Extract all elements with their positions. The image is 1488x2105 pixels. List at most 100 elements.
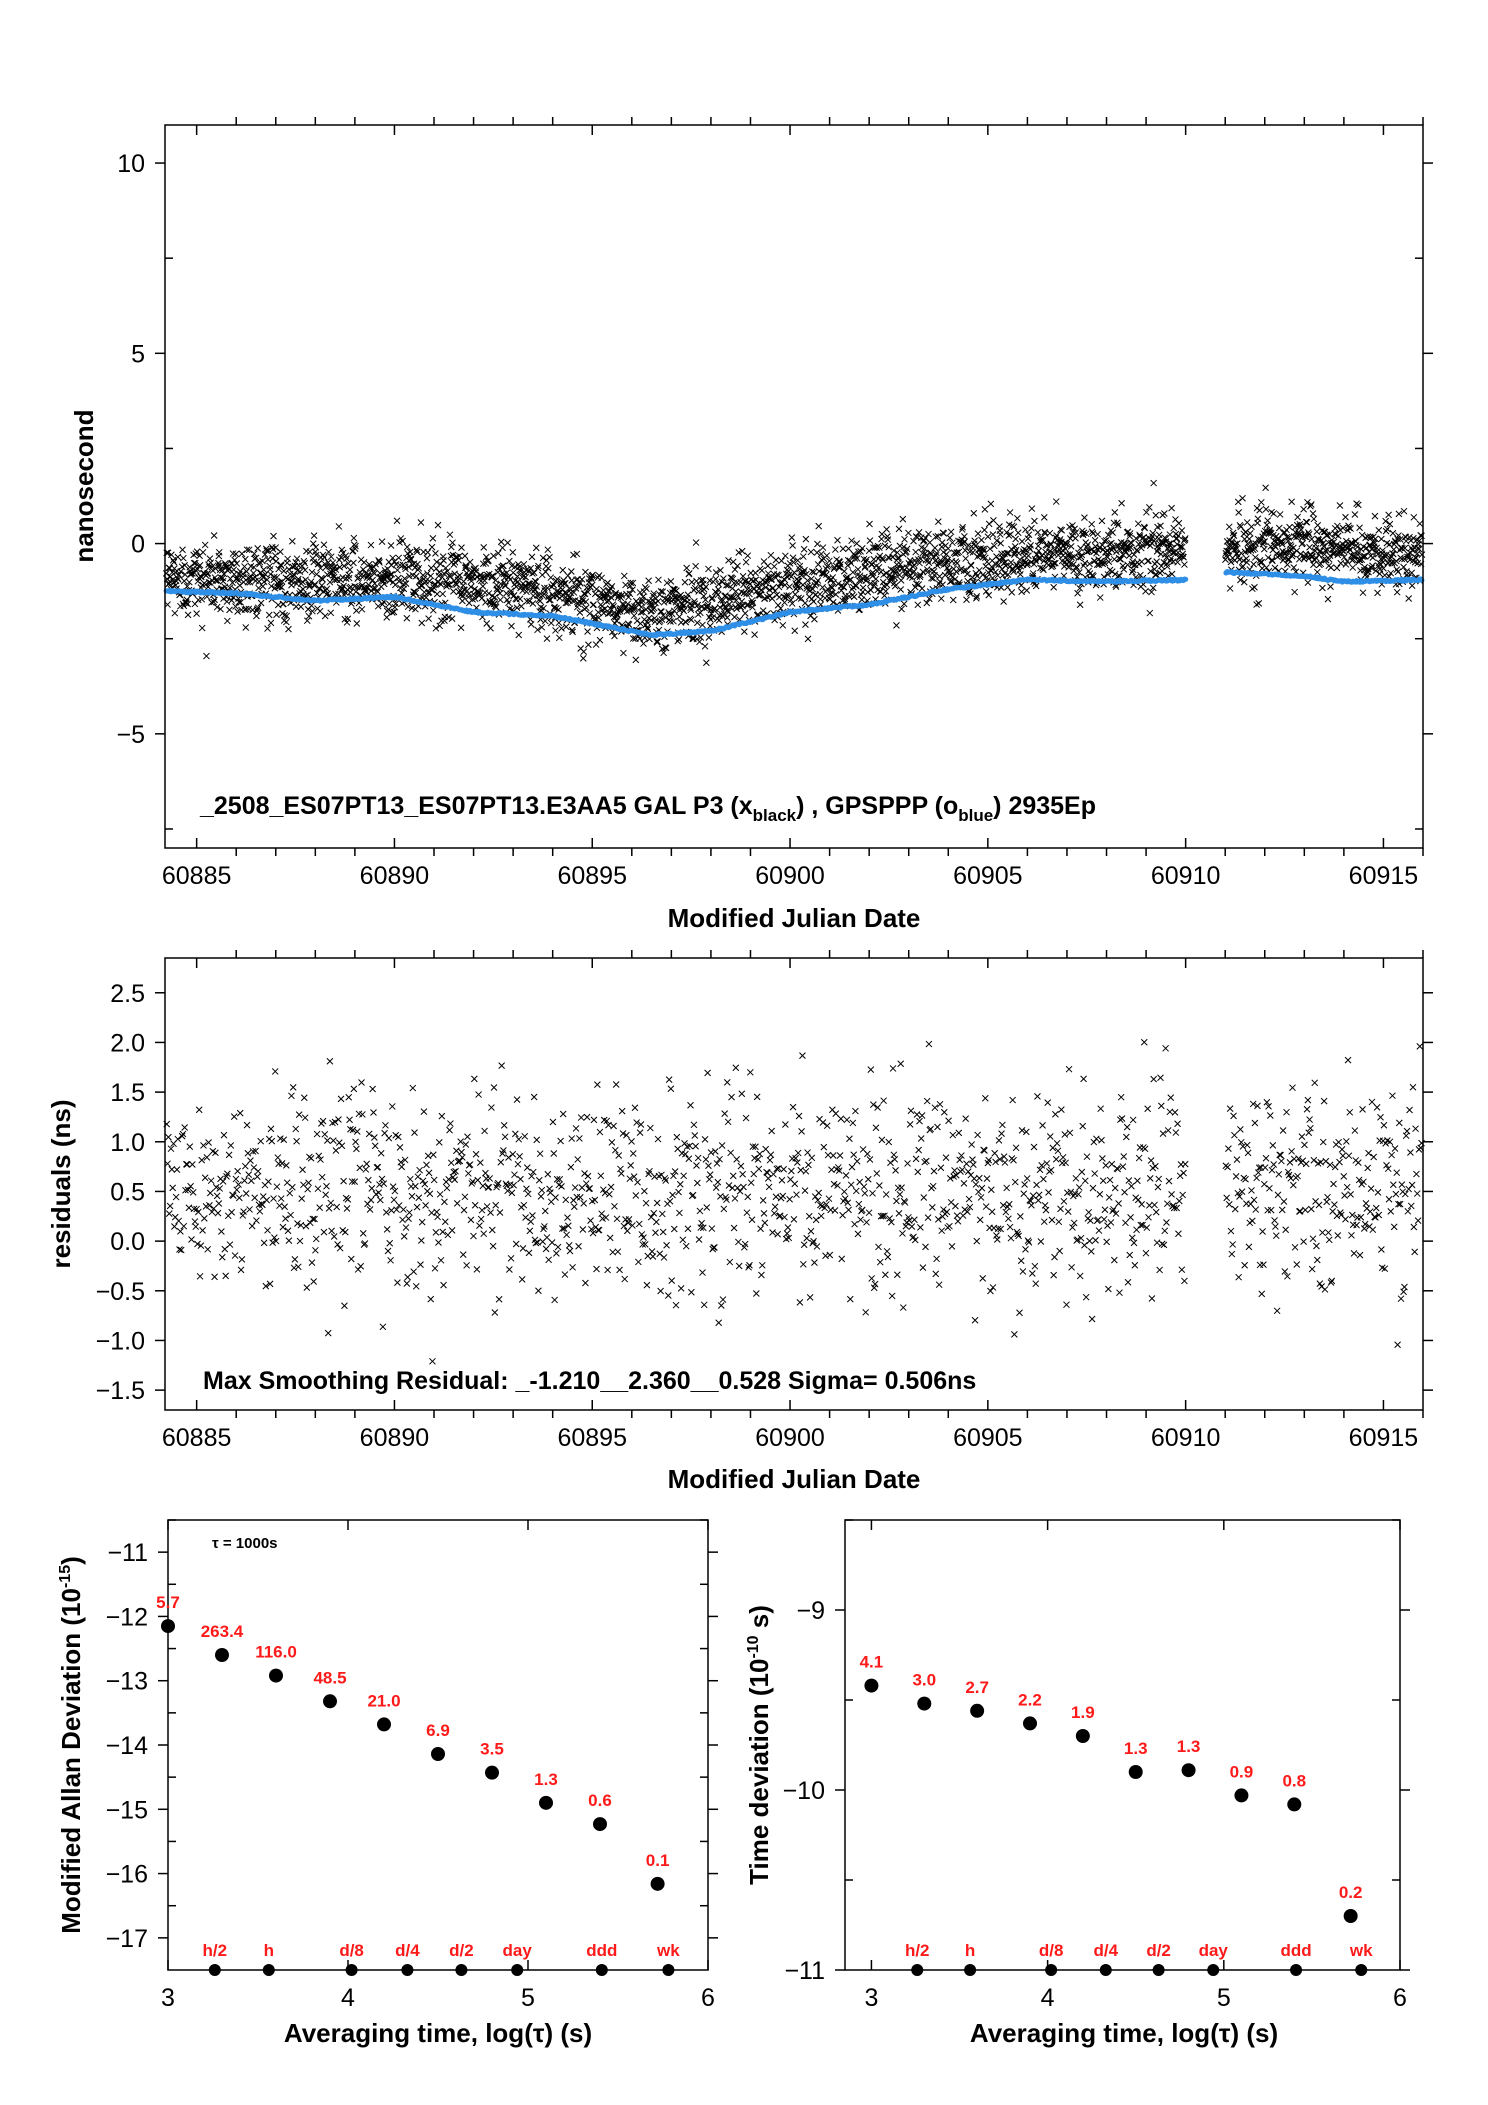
data-point-black: [238, 550, 246, 558]
data-point-black: [413, 548, 421, 556]
data-point-black: [303, 617, 311, 625]
data-point-black: [884, 536, 892, 543]
data-point-black: [374, 588, 382, 596]
data-point-black: [807, 548, 815, 556]
data-point-black: [897, 577, 905, 584]
data-point-black: [632, 656, 640, 664]
data-point-black: [725, 557, 732, 564]
data-point-black: [294, 575, 302, 583]
data-point-black: [327, 553, 335, 561]
data-point-black: [191, 559, 199, 567]
data-point-black: [406, 548, 414, 556]
data-point-black: [529, 600, 537, 607]
data-point-black: [824, 585, 832, 593]
data-point-black: [288, 578, 296, 585]
data-point-black: [704, 601, 712, 609]
data-point-black: [293, 555, 301, 563]
data-point-black: [564, 572, 572, 579]
data-point-black: [226, 606, 233, 614]
data-point-black: [629, 586, 636, 594]
data-point-black: [1006, 563, 1014, 571]
data-point-black: [616, 607, 624, 615]
data-point-black: [467, 583, 475, 591]
data-point-black: [949, 596, 957, 604]
data-point-black: [272, 557, 280, 565]
data-point-black: [867, 586, 875, 594]
data-point-black: [394, 566, 401, 574]
data-point-black: [327, 609, 335, 617]
data-point-black: [401, 575, 409, 582]
data-point-black: [475, 592, 483, 600]
data-point-black: [731, 566, 739, 573]
data-point-black: [594, 608, 602, 616]
data-point-black: [961, 547, 969, 554]
data-point-black: [505, 599, 512, 607]
data-point-black: [957, 540, 965, 548]
data-point-black: [318, 582, 326, 589]
data-point-black: [916, 559, 923, 567]
data-point-black: [271, 573, 278, 581]
data-point-black: [213, 603, 221, 611]
data-point-black: [881, 592, 888, 599]
data-point-black: [940, 548, 947, 556]
data-point-black: [309, 540, 317, 547]
data-point-black: [993, 537, 1001, 544]
data-point-black: [963, 596, 970, 604]
data-point-black: [1003, 528, 1011, 536]
data-point-black: [931, 557, 939, 565]
data-point-black: [558, 625, 565, 632]
data-point-black: [542, 568, 550, 576]
data-point-black: [675, 636, 683, 643]
data-point-black: [815, 522, 823, 530]
data-point-black: [525, 567, 532, 575]
data-point-black: [593, 585, 600, 593]
data-point-black: [413, 546, 421, 554]
data-point-black: [446, 531, 454, 539]
data-point-black: [510, 592, 518, 599]
data-point-black: [758, 567, 766, 574]
data-point-black: [215, 548, 223, 556]
data-point-black: [442, 564, 450, 572]
data-point-black: [448, 615, 456, 622]
data-point-black: [814, 540, 821, 548]
data-point-black: [494, 549, 502, 557]
x-tick-label: 60910: [1151, 862, 1221, 890]
data-point-black: [945, 567, 953, 575]
data-point-black: [259, 557, 266, 565]
data-point-black: [299, 578, 306, 586]
data-point-black: [444, 567, 451, 575]
data-point-black: [584, 588, 592, 596]
data-point-black: [365, 570, 372, 578]
data-point-black: [553, 575, 561, 583]
data-point-black: [254, 604, 262, 612]
data-point-black: [491, 594, 499, 601]
data-point-black: [912, 548, 920, 556]
data-point-black: [278, 583, 285, 591]
data-point-black: [477, 571, 485, 579]
data-point-black: [454, 576, 462, 584]
data-point-black: [923, 599, 931, 607]
data-point-black: [242, 605, 250, 613]
data-point-black: [611, 632, 618, 640]
data-point-black: [868, 561, 876, 568]
data-point-black: [517, 602, 525, 610]
data-point-black: [299, 585, 307, 593]
data-point-black: [931, 544, 939, 552]
data-point-black: [1013, 514, 1021, 522]
data-point-black: [265, 611, 273, 619]
data-point-black: [285, 625, 292, 633]
data-point-black: [847, 559, 855, 567]
data-point-black: [421, 579, 429, 587]
data-point-black: [810, 568, 818, 576]
data-point-black: [369, 576, 376, 584]
data-point-black: [787, 573, 795, 580]
data-point-black: [974, 530, 982, 537]
data-point-black: [170, 558, 178, 566]
data-point-black: [781, 599, 788, 606]
data-point-black: [984, 533, 992, 540]
data-point-black: [708, 595, 716, 603]
data-point-black: [281, 611, 288, 619]
data-point-black: [751, 631, 758, 639]
data-point-black: [735, 549, 743, 556]
data-point-black: [312, 543, 320, 551]
